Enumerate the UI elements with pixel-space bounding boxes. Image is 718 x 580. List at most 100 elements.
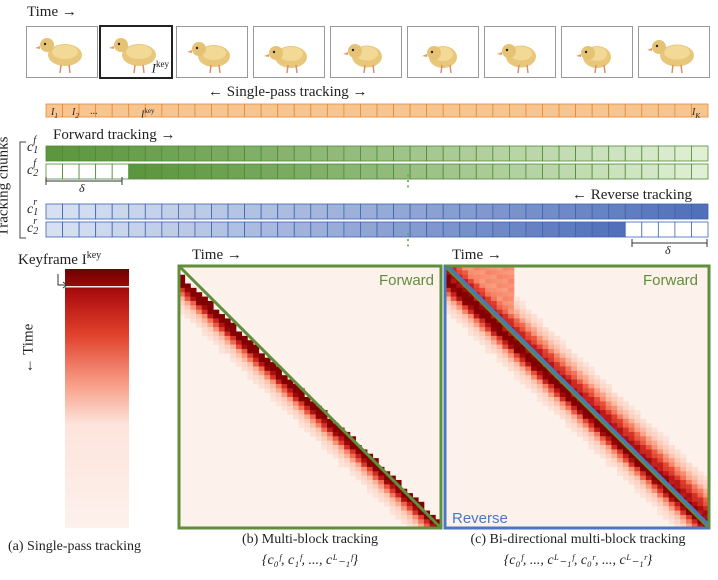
strip-cell — [260, 145, 279, 162]
strip-cell — [608, 145, 626, 162]
strip-cell — [442, 203, 461, 220]
strip-cell — [657, 221, 676, 238]
strip-cell — [45, 163, 63, 180]
strip-cell — [293, 221, 312, 238]
strip-cell — [161, 145, 179, 162]
strip-cell — [194, 221, 212, 238]
keyframe-duckling-frame: Ikey — [99, 25, 173, 79]
strip-cell — [542, 103, 560, 118]
strip-cell — [674, 145, 692, 162]
strip-cell — [211, 221, 229, 238]
strip-cell — [591, 103, 610, 118]
strip-cell — [376, 203, 394, 220]
strip-cell — [542, 203, 560, 220]
strip-cell — [442, 163, 461, 180]
strip-cell — [293, 103, 312, 118]
time-vertical-label: ← Time — [20, 323, 37, 374]
strip-cell — [691, 203, 709, 220]
strip-cell — [244, 145, 262, 162]
duckling-icon — [35, 38, 82, 74]
strip-cell — [393, 203, 411, 220]
strip-cell — [624, 221, 643, 238]
strip-cell — [442, 221, 461, 238]
reverse-tracking-label: ← Reverse tracking — [572, 187, 692, 203]
duckling-frame — [561, 26, 633, 78]
strip-cell — [641, 221, 659, 238]
strip-cell — [144, 203, 163, 220]
strip-cell — [508, 103, 527, 118]
strip-cell — [657, 163, 676, 180]
strip-cell — [128, 145, 146, 162]
caption-b: (b) Multi-block tracking — [241, 532, 379, 547]
caption-b-set: {c₀ᶠ, c₁ᶠ, ..., cᴸ₋₁ᶠ} — [261, 553, 359, 568]
strip-cell — [211, 163, 229, 180]
strip-cell — [525, 203, 543, 220]
strip-cell — [128, 203, 146, 220]
strip-cell — [227, 163, 246, 180]
multi-block-heatmap — [177, 264, 443, 530]
strip-cell — [508, 203, 527, 220]
strip-cell — [161, 203, 179, 220]
strip-cell — [426, 103, 444, 118]
duckling-frame — [407, 26, 479, 78]
duckling-frame — [176, 26, 248, 78]
strip-cell — [508, 145, 527, 162]
keyframe-arrowhead-icon — [62, 281, 68, 289]
strip-cell — [492, 203, 510, 220]
strip-cell — [426, 145, 444, 162]
caption-c-set: {c₀ᶠ, ..., cᴸ₋₁ᶠ, c₀ʳ, ..., cᴸ₋₁ʳ} — [503, 553, 653, 568]
tracking-chunks-label: Tracking chunks — [0, 136, 12, 237]
strip-cell — [326, 163, 345, 180]
strip-cell — [310, 103, 328, 118]
strip-cell — [542, 145, 560, 162]
strip-cell — [144, 221, 163, 238]
strip-cell — [111, 203, 130, 220]
keyframe-frame-label: Ikey — [151, 58, 169, 75]
strip-cell — [128, 163, 146, 180]
caption-c: (c) Bi-directional multi-block tracking — [470, 532, 686, 547]
strip-cell — [674, 103, 692, 118]
strip-cell — [360, 203, 378, 220]
strip-label-ellipsis: ... — [90, 106, 98, 117]
strip-cell — [624, 103, 643, 118]
single-pass-label: ← Single-pass tracking → — [208, 84, 368, 100]
strip-cell — [691, 145, 709, 162]
strip-cell — [95, 203, 113, 220]
strip-label-i1: I1 — [51, 107, 58, 120]
strip-cell — [227, 103, 246, 118]
strip-cell — [260, 163, 279, 180]
strip-cell — [277, 221, 295, 238]
strip-cell — [227, 203, 246, 220]
strip-cell — [310, 145, 328, 162]
strip-cell — [426, 163, 444, 180]
delta-label-forward: δ — [79, 181, 85, 195]
strip-cell — [674, 163, 692, 180]
strip-cell — [326, 145, 345, 162]
strip-cell — [194, 145, 212, 162]
strip-cell — [409, 203, 428, 220]
strip-cell — [211, 103, 229, 118]
strip-cell — [62, 203, 80, 220]
strip-cell — [542, 221, 560, 238]
strip-cell — [575, 163, 593, 180]
strip-cell — [674, 203, 692, 220]
strip-cell — [393, 103, 411, 118]
strip-cell — [525, 221, 543, 238]
strip-cell — [227, 221, 246, 238]
forward-chunk-2-strip — [45, 163, 709, 180]
strip-cell — [608, 163, 626, 180]
strip-cell — [326, 203, 345, 220]
strip-cell — [111, 163, 130, 180]
strip-cell — [45, 221, 63, 238]
strip-cell — [211, 203, 229, 220]
strip-cell — [128, 221, 146, 238]
strip-cell — [177, 203, 196, 220]
strip-cell — [558, 163, 576, 180]
strip-cell — [343, 145, 361, 162]
strip-cell — [244, 221, 262, 238]
strip-cell — [78, 203, 97, 220]
strip-cell — [641, 163, 659, 180]
strip-cell — [376, 145, 394, 162]
